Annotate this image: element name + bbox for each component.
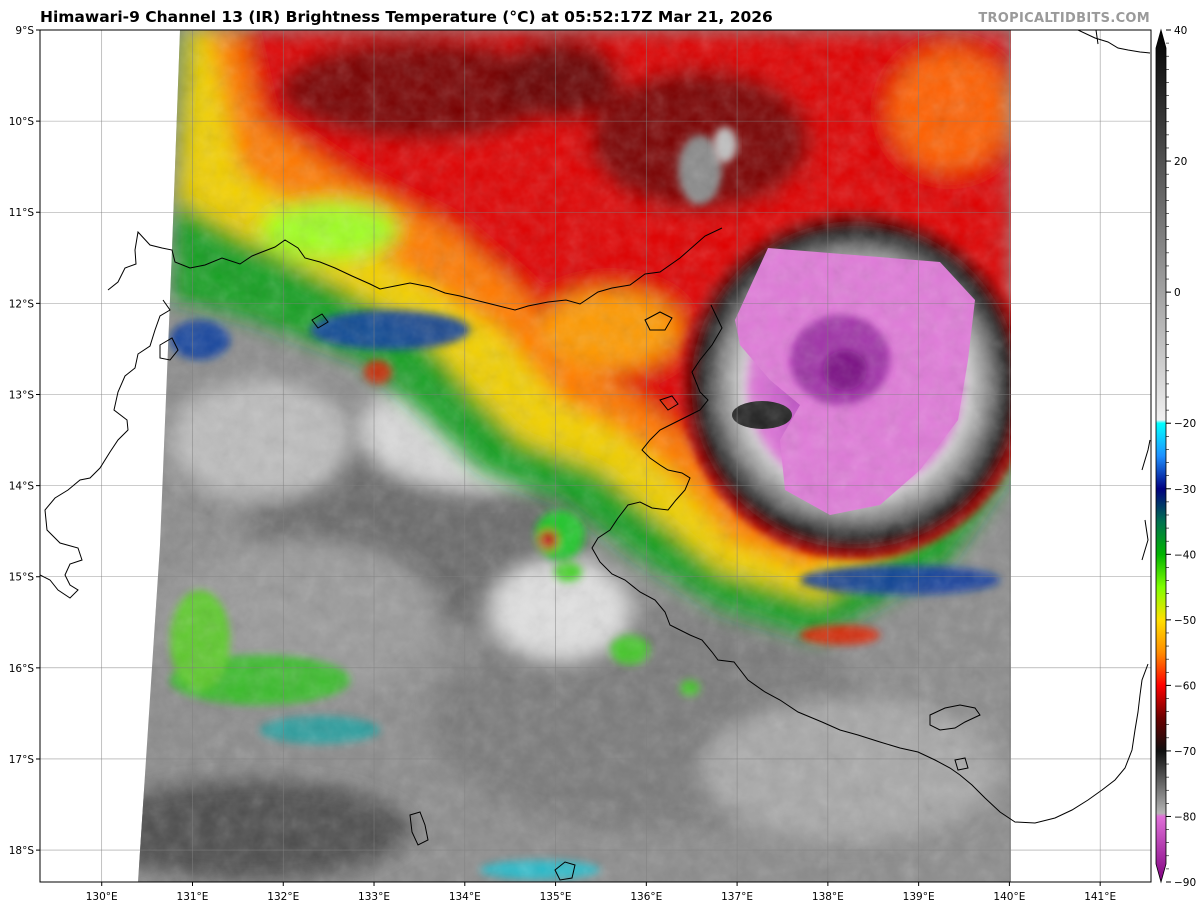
colorbar-tick-label: −20	[1174, 418, 1196, 430]
lat-tick-label: 18°S	[9, 845, 35, 857]
coastline-gulf-west	[591, 304, 1149, 824]
coastline-islands	[159, 311, 981, 881]
coastlines	[40, 30, 1151, 881]
lat-tick-label: 16°S	[9, 663, 35, 675]
map-title: Himawari-9 Channel 13 (IR) Brightness Te…	[40, 8, 773, 26]
lat-tick-label: 11°S	[9, 207, 35, 219]
colorbar-gradient	[1155, 28, 1167, 884]
lon-tick-label: 140°E	[993, 891, 1025, 903]
lat-tick-label: 15°S	[9, 572, 35, 584]
colorbar-tick-label: −40	[1174, 549, 1196, 561]
colorbar-tick-label: −50	[1174, 615, 1196, 627]
colorbar-tick-label: −80	[1174, 811, 1196, 823]
colorbar: 40 20 0 −20 −30 −40 −50 −60 −70 −80 −90	[1155, 25, 1196, 889]
colorbar-tick-label: 0	[1174, 287, 1181, 299]
colorbar-ticks: 40 20 0 −20 −30 −40 −50 −60 −70 −80 −90	[1166, 25, 1196, 889]
lon-tick-label: 139°E	[903, 891, 935, 903]
satellite-image	[138, 30, 1011, 882]
lat-tick-label: 17°S	[9, 754, 35, 766]
longitude-axis: 130°E 131°E 132°E 133°E 134°E 135°E 136°E 137°E…	[86, 882, 1116, 903]
lon-tick-label: 138°E	[812, 891, 844, 903]
lon-tick-label: 137°E	[721, 891, 753, 903]
credit-watermark: TROPICALTIDBITS.COM	[978, 11, 1150, 26]
lat-tick-label: 13°S	[9, 389, 35, 401]
lat-tick-label: 14°S	[9, 481, 35, 493]
lon-tick-label: 130°E	[86, 891, 118, 903]
lon-tick-label: 133°E	[358, 891, 390, 903]
colorbar-tick-label: −70	[1174, 746, 1196, 758]
latitude-axis: 9°S 10°S 11°S 12°S 13°S 14°S 15°S 16°S 17°S 18°S	[9, 25, 40, 857]
lon-tick-label: 136°E	[630, 891, 662, 903]
gridlines	[40, 30, 1151, 882]
colorbar-tick-label: −60	[1174, 680, 1196, 692]
colorbar-tick-label: −30	[1174, 484, 1196, 496]
colorbar-tick-label: −90	[1174, 877, 1196, 889]
coastline-northern-territory	[40, 227, 723, 599]
colorbar-tick-label: 40	[1174, 25, 1187, 37]
lon-tick-label: 131°E	[177, 891, 209, 903]
lat-tick-label: 9°S	[15, 25, 34, 37]
lat-tick-label: 10°S	[9, 116, 35, 128]
lon-tick-label: 135°E	[540, 891, 572, 903]
lon-tick-label: 134°E	[449, 891, 481, 903]
lat-tick-label: 12°S	[9, 298, 35, 310]
colorbar-tick-label: 20	[1174, 156, 1187, 168]
lon-tick-label: 141°E	[1084, 891, 1116, 903]
map-frame	[39, 29, 1152, 883]
coastline-cape-york	[1077, 30, 1151, 561]
lon-tick-label: 132°E	[267, 891, 299, 903]
